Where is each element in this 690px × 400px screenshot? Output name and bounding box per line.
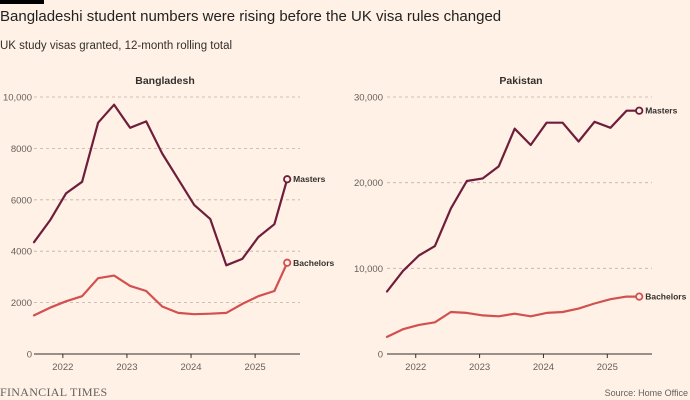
series-line-bachelors bbox=[385, 295, 641, 338]
x-tick-label: 2022 bbox=[52, 362, 73, 373]
panel-title-bangladesh: Bangladesh bbox=[135, 75, 195, 87]
series-end-marker-masters bbox=[635, 106, 644, 115]
x-tick-label: 2023 bbox=[116, 362, 137, 373]
chart-subtitle: UK study visas granted, 12-month rolling… bbox=[0, 40, 233, 52]
source-note: Source: Home Office bbox=[604, 388, 688, 398]
x-tick-label: 2023 bbox=[469, 362, 490, 373]
series-line-masters bbox=[32, 103, 289, 267]
y-tick-label: 4000 bbox=[11, 247, 32, 258]
y-tick-label: 10,000 bbox=[354, 264, 383, 275]
y-tick-label: 2000 bbox=[11, 298, 32, 309]
x-tick-label: 2024 bbox=[533, 362, 554, 373]
series-label-bachelors: Bachelors bbox=[645, 292, 686, 302]
y-tick-label: 10,000 bbox=[3, 93, 32, 104]
series-label-bachelors: Bachelors bbox=[293, 258, 334, 268]
series-end-marker-bachelors bbox=[283, 258, 292, 267]
ft-logo: FINANCIAL TIMES bbox=[0, 385, 108, 399]
y-tick-label: 0 bbox=[27, 350, 32, 361]
x-tick-label: 2025 bbox=[597, 362, 618, 373]
x-tick-label: 2024 bbox=[180, 362, 201, 373]
series-label-masters: Masters bbox=[645, 106, 677, 116]
series-line-bachelors bbox=[32, 261, 289, 317]
y-tick-label: 20,000 bbox=[354, 178, 383, 189]
y-tick-label: 8000 bbox=[11, 144, 32, 155]
series-end-marker-masters bbox=[283, 175, 292, 184]
series-end-marker-bachelors bbox=[635, 292, 644, 301]
series-line-masters bbox=[385, 109, 641, 293]
series-label-masters: Masters bbox=[293, 174, 325, 184]
y-tick-label: 0 bbox=[378, 350, 383, 361]
x-tick-label: 2025 bbox=[245, 362, 266, 373]
x-tick-label: 2022 bbox=[405, 362, 426, 373]
y-tick-label: 6000 bbox=[11, 195, 32, 206]
chart-title: Bangladeshi student numbers were rising … bbox=[0, 8, 502, 25]
brand-bar bbox=[0, 0, 44, 4]
panel-title-pakistan: Pakistan bbox=[499, 75, 542, 87]
y-tick-label: 30,000 bbox=[354, 93, 383, 104]
